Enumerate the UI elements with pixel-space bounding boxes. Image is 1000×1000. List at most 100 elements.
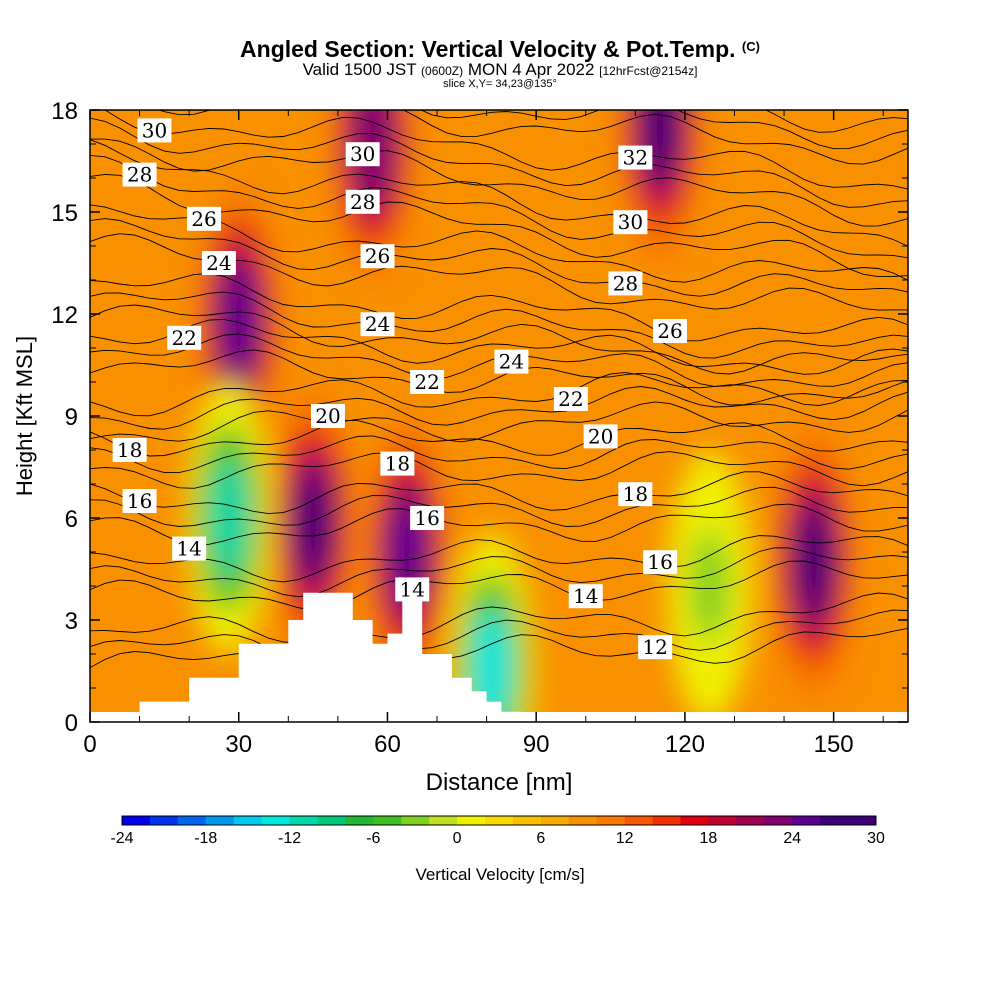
isentrope-label-text: 18: [117, 438, 142, 462]
isentrope-label-box: [112, 438, 147, 462]
colorbar-tick-label: 24: [783, 830, 801, 847]
isentrope-12-line: [90, 592, 908, 643]
isentrope-label: 30: [137, 118, 172, 143]
x-axis-label: Distance [nm]: [426, 769, 573, 796]
isentrope-label: 28: [122, 162, 157, 187]
isentrope-32-line: [157, 110, 908, 165]
isentrope-label-box: [345, 189, 380, 214]
terrain-polygon: [139, 592, 537, 722]
isentrope-22-line: [90, 349, 908, 406]
isentrope-label-text: 14: [176, 537, 201, 561]
colorbar-swatch: [233, 816, 263, 825]
isentrope-label-text: 14: [400, 577, 425, 601]
isentrope-label-text: 26: [657, 319, 682, 343]
isentrope-20-line: [90, 386, 908, 430]
colorbar-tick-label: -24: [110, 830, 133, 847]
isentrope-label-text: 18: [623, 482, 648, 506]
isentrope-label-text: 28: [127, 163, 152, 187]
isentrope-label-box: [310, 404, 345, 428]
colorbar-swatch: [122, 816, 151, 825]
colorbar-swatch: [373, 816, 402, 825]
isentrope-label-box: [360, 312, 395, 337]
isentrope-30-line: [90, 138, 908, 227]
isentrope-label-box: [167, 325, 202, 350]
isentrope-label: 18: [618, 482, 653, 507]
isentrope-label: 22: [167, 325, 202, 350]
isentrope-label-box: [380, 451, 415, 476]
isentrope-label-text: 32: [623, 146, 648, 170]
isentrope-14-line: [90, 535, 908, 583]
isentrope-label-box: [553, 387, 588, 411]
x-tick-label: 60: [374, 731, 401, 758]
isentrope-label: 22: [410, 370, 445, 394]
isentrope-label-text: 16: [647, 550, 672, 574]
isentrope-lines: [90, 110, 908, 679]
isentrope-18-line: [90, 451, 908, 489]
isentrope-30-line: [90, 117, 908, 208]
x-tick-label: 0: [83, 731, 96, 758]
colorbar: -24 -18 -12 -6 0 6 12 18 24 30 Vertical Velocity […: [110, 815, 885, 884]
isentrope-label-text: 24: [365, 312, 390, 336]
isentrope-label-box: [653, 319, 688, 343]
isentrope-label: 14: [568, 584, 603, 609]
isentrope-label-text: 28: [350, 190, 375, 214]
isentrope-label-box: [494, 349, 529, 374]
isentrope-labels: 3028262422181614302826242220181614323028…: [112, 118, 688, 660]
isentrope-label-box: [345, 142, 380, 167]
colorbar-swatch: [345, 816, 374, 825]
isentrope-20-line: [90, 372, 908, 417]
isentrope-28-line: [90, 173, 908, 278]
isentrope-label-box: [410, 506, 445, 530]
colorbar-tick-label: 12: [616, 830, 634, 847]
colorbar-tick-label: 18: [700, 830, 718, 847]
isentrope-label: 22: [553, 387, 588, 411]
colorbar-swatch: [680, 816, 709, 825]
isentrope-26-line: [90, 204, 908, 283]
colorbar-swatch: [205, 816, 235, 825]
colorbar-swatch: [512, 816, 542, 825]
isentrope-26-line: [90, 218, 908, 297]
y-tick-label: 15: [51, 200, 78, 227]
isentrope-32-line: [419, 110, 908, 150]
isentrope-label-text: 18: [385, 452, 410, 476]
chart-title-text: Angled Section: Vertical Velocity & Pot.…: [240, 36, 736, 62]
velocity-core-updraft: [796, 512, 832, 612]
field-blobs: [186, 110, 856, 722]
isentrope-label: 18: [380, 451, 415, 476]
colorbar-tick-label: 0: [453, 830, 462, 847]
velocity-core-downdraft: [208, 460, 249, 576]
colorbar-tick-label: -6: [366, 830, 380, 847]
isentrope-label-box: [638, 635, 673, 660]
isentrope-label-text: 22: [414, 370, 439, 394]
colorbar-frame: [121, 815, 877, 826]
x-tick-label: 30: [225, 731, 252, 758]
isentrope-label-text: 16: [127, 489, 152, 513]
colorbar-label: Vertical Velocity [cm/s]: [415, 865, 584, 884]
isentrope-label: 24: [494, 349, 529, 374]
y-tick-label: 3: [65, 608, 78, 635]
y-tick-label: 18: [51, 98, 78, 125]
colorbar-swatch: [596, 816, 626, 825]
chart-title-suffix: (C): [741, 39, 760, 54]
isentrope-24-line: [90, 304, 908, 375]
isentrope-label-box: [172, 536, 207, 561]
isentrope-label-text: 16: [414, 506, 439, 530]
axes: 0 30 60 90 120 150 0 3 6 9 12 15 18 Distance [nm] Heig…: [12, 98, 909, 796]
isentrope-label: 24: [201, 251, 236, 275]
isentrope-label-text: 20: [588, 424, 613, 448]
colorbar-swatch: [736, 816, 765, 825]
colorbar-swatch: [792, 816, 821, 825]
velocity-core-downdraft: [689, 528, 730, 644]
colorbar-swatch: [540, 816, 570, 825]
isentrope-label: 30: [613, 210, 648, 235]
isentrope-30-line: [104, 110, 908, 190]
colorbar-swatch: [485, 816, 514, 825]
colorbar-swatch: [624, 816, 654, 825]
colorbar-swatch: [820, 816, 849, 825]
isentrope-label: 26: [653, 319, 688, 343]
isentrope-22-line: [90, 318, 908, 375]
isentrope-label-box: [643, 550, 678, 575]
isentrope-12-line: [90, 627, 908, 679]
